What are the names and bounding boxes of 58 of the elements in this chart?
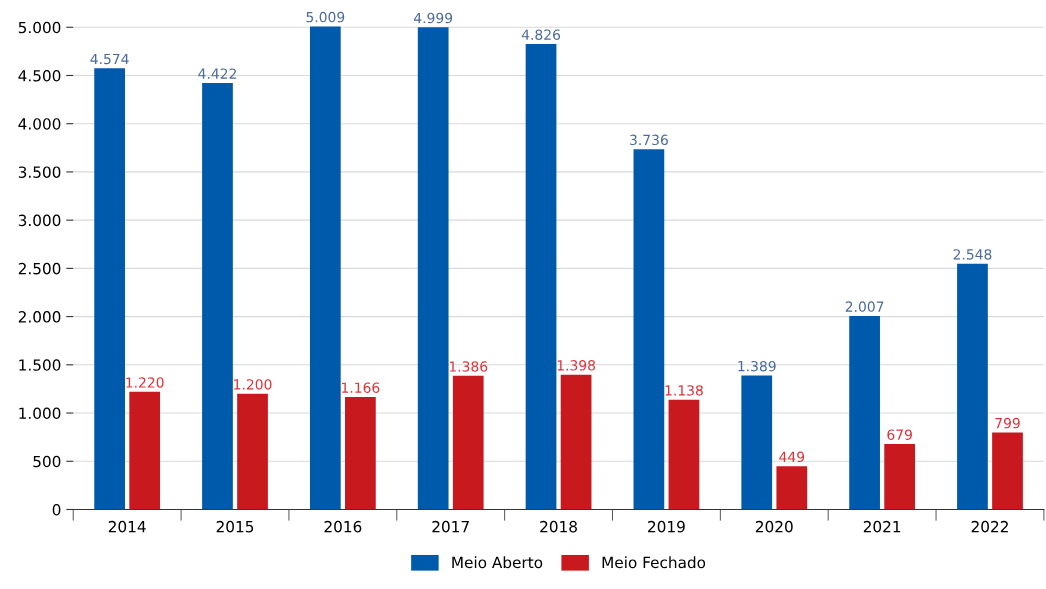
bar	[741, 375, 773, 510]
y-tick-label: 1.000	[19, 407, 61, 420]
data-label: 1.389	[738, 360, 776, 372]
bar	[129, 391, 161, 510]
data-label: 1.398	[557, 360, 596, 371]
bar	[633, 149, 665, 510]
y-tick-label: 5.000	[18, 21, 61, 34]
data-label: 1.166	[342, 382, 380, 393]
bar	[776, 466, 808, 510]
data-label: 1.138	[665, 385, 703, 396]
data-label: 2.548	[953, 249, 992, 260]
y-tick-label: 0	[52, 503, 61, 516]
x-tick-label: 2016	[324, 520, 362, 533]
bar	[309, 26, 341, 510]
data-label: 2.007	[845, 301, 884, 312]
x-tick-label: 2022	[971, 520, 1008, 533]
data-label: 4.826	[521, 29, 561, 40]
bar	[237, 393, 268, 510]
bar	[202, 83, 233, 510]
bar	[525, 44, 557, 510]
y-tick-label: 1.500	[19, 359, 61, 371]
bar	[957, 263, 988, 510]
data-label: 799	[995, 417, 1020, 429]
legend-label: Meio Fechado	[602, 556, 706, 569]
x-tick-label: 2020	[755, 520, 793, 533]
y-tick-label: 500	[33, 455, 61, 468]
y-tick-label: 4.000	[18, 118, 61, 130]
x-tick-label: 2014	[108, 520, 146, 533]
data-label: 1.386	[449, 361, 488, 372]
data-label: 449	[779, 451, 805, 463]
y-tick-label: 2.500	[18, 262, 61, 275]
data-label: 4.999	[413, 12, 453, 24]
y-tick-label: 2.000	[18, 311, 61, 323]
bar	[849, 315, 880, 510]
bar	[560, 374, 592, 510]
data-label: 4.574	[90, 53, 129, 65]
data-label: 1.220	[126, 377, 164, 388]
x-tick-label: 2018	[540, 520, 577, 533]
bar	[94, 68, 125, 510]
x-tick-label: 2019	[648, 520, 685, 533]
y-tick-label: 4.500	[18, 69, 61, 82]
data-label: 1.200	[234, 379, 272, 390]
bar	[992, 432, 1023, 510]
bar	[884, 444, 916, 510]
data-label: 4.422	[198, 68, 236, 79]
x-tick-label: 2017	[432, 520, 469, 533]
bar	[452, 375, 484, 510]
data-label: 3.736	[630, 134, 668, 146]
data-label: 5.009	[306, 11, 345, 23]
y-tick-label: 3.500	[18, 166, 61, 178]
data-label: 679	[887, 429, 912, 440]
bar	[417, 27, 449, 510]
x-tick-label: 2021	[863, 520, 901, 533]
x-tick-label: 2015	[216, 520, 254, 533]
legend-label: Meio Aberto	[452, 556, 543, 569]
bar	[668, 399, 700, 510]
bar	[345, 397, 376, 510]
y-tick-label: 3.000	[18, 214, 61, 227]
